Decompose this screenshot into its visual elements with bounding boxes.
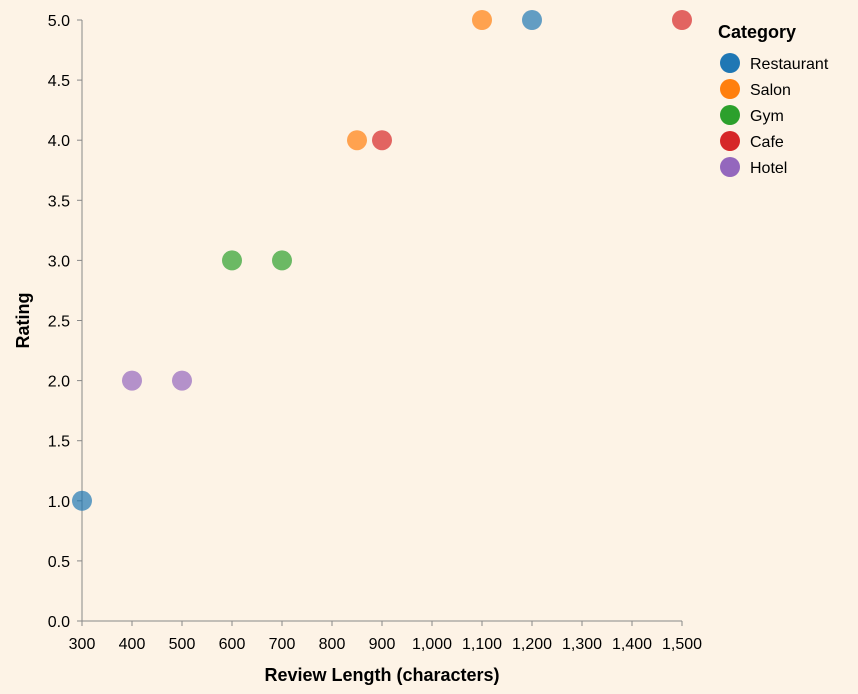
y-axis: 0.0 0.5 1.0 1.5 2.0 2.5 3.0 3.5 4.0 4.5 5.0 — [48, 13, 83, 631]
legend-label-gym: Gym — [750, 108, 784, 125]
y-tick-label: 0.0 — [48, 614, 70, 631]
legend-title: Category — [718, 22, 796, 42]
data-point-salon[interactable] — [472, 10, 492, 30]
y-tick-label: 0.5 — [48, 554, 70, 571]
x-tick-label: 1,000 — [412, 636, 452, 653]
y-tick-label: 1.5 — [48, 434, 70, 451]
x-tick-label: 1,500 — [662, 636, 702, 653]
x-tick-label: 800 — [319, 636, 346, 653]
legend-label-salon: Salon — [750, 82, 791, 99]
y-tick-label: 3.0 — [48, 253, 70, 270]
y-tick-label: 1.0 — [48, 494, 70, 511]
x-tick-label: 500 — [169, 636, 196, 653]
legend-swatch-hotel — [720, 157, 740, 177]
x-tick-label: 1,100 — [462, 636, 502, 653]
data-point-restaurant[interactable] — [72, 490, 92, 511]
x-tick-label: 1,400 — [612, 636, 652, 653]
data-point-hotel[interactable] — [122, 370, 142, 391]
x-tick-label: 300 — [69, 636, 96, 653]
data-point-cafe[interactable] — [372, 130, 392, 151]
legend-label-hotel: Hotel — [750, 160, 787, 177]
legend-swatch-salon — [720, 79, 740, 99]
x-tick-label: 1,200 — [512, 636, 552, 653]
legend-label-cafe: Cafe — [750, 134, 784, 151]
x-axis-title: Review Length (characters) — [264, 665, 499, 685]
x-tick-label: 700 — [269, 636, 296, 653]
x-tick-label: 400 — [119, 636, 146, 653]
x-axis: 300 400 500 600 700 800 900 1,000 1,100 1,200 1,30… — [69, 620, 702, 653]
x-tick-label: 600 — [219, 636, 246, 653]
data-points — [72, 10, 692, 511]
legend-swatch-cafe — [720, 131, 740, 151]
legend-swatch-gym — [720, 105, 740, 125]
data-point-gym[interactable] — [222, 250, 242, 271]
y-axis-title: Rating — [13, 293, 33, 349]
y-tick-label: 5.0 — [48, 13, 70, 30]
legend: Category Restaurant Salon Gym Cafe Hotel — [718, 22, 829, 177]
data-point-cafe[interactable] — [672, 10, 692, 30]
x-tick-label: 1,300 — [562, 636, 602, 653]
legend-label-restaurant: Restaurant — [750, 56, 829, 73]
y-tick-label: 2.5 — [48, 314, 70, 331]
legend-swatch-restaurant — [720, 53, 740, 73]
y-tick-label: 4.5 — [48, 73, 70, 90]
data-point-hotel[interactable] — [172, 370, 192, 391]
data-point-restaurant[interactable] — [522, 10, 542, 30]
y-tick-label: 2.0 — [48, 374, 70, 391]
data-point-gym[interactable] — [272, 250, 292, 271]
data-point-salon[interactable] — [347, 130, 367, 151]
y-tick-label: 4.0 — [48, 133, 70, 150]
x-tick-label: 900 — [369, 636, 396, 653]
y-tick-label: 3.5 — [48, 193, 70, 210]
